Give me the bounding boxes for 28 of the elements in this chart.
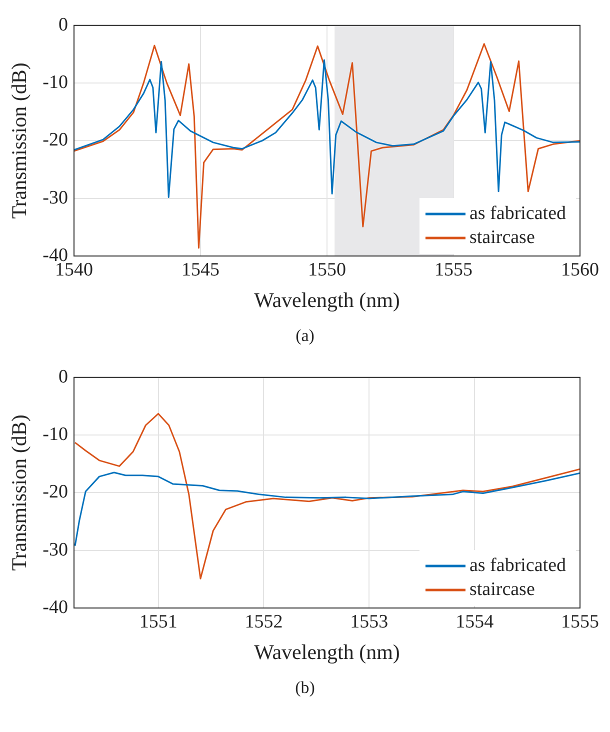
legend-label: staircase — [469, 226, 535, 248]
x-tick-label: 1555 — [434, 259, 472, 280]
legend-label: as fabricated — [469, 554, 566, 576]
x-tick-label: 1560 — [561, 259, 599, 280]
text: (b) — [294, 678, 316, 698]
y-tick-label: -20 — [42, 130, 68, 151]
x-tick-label: 1550 — [308, 259, 346, 280]
y-axis-title: Transmission (dB) — [7, 414, 32, 571]
y-tick-label: -30 — [42, 539, 68, 560]
x-tick-label: 1551 — [139, 611, 178, 632]
y-tick-label: 0 — [58, 14, 68, 36]
y-tick-label: 0 — [58, 366, 68, 388]
y-tick-label: -10 — [42, 424, 68, 446]
x-tick-label: 1552 — [244, 611, 283, 632]
x-axis-title: Wavelength (nm) — [254, 288, 400, 312]
x-tick-label: 1553 — [350, 611, 388, 632]
legend-label: staircase — [469, 578, 535, 600]
y-axis-title: Transmission (dB) — [7, 62, 32, 219]
x-tick-label: 1555 — [561, 611, 599, 632]
y-tick-label: -10 — [42, 72, 68, 94]
x-axis-title: Wavelength (nm) — [254, 640, 400, 664]
text: (a) — [294, 326, 316, 346]
legend-label: as fabricated — [469, 202, 566, 224]
y-tick-label: -30 — [42, 187, 68, 208]
y-tick-label: -40 — [42, 596, 68, 618]
x-tick-label: 1554 — [456, 611, 494, 632]
y-tick-label: -20 — [42, 482, 68, 503]
x-tick-label: 1545 — [182, 259, 220, 280]
